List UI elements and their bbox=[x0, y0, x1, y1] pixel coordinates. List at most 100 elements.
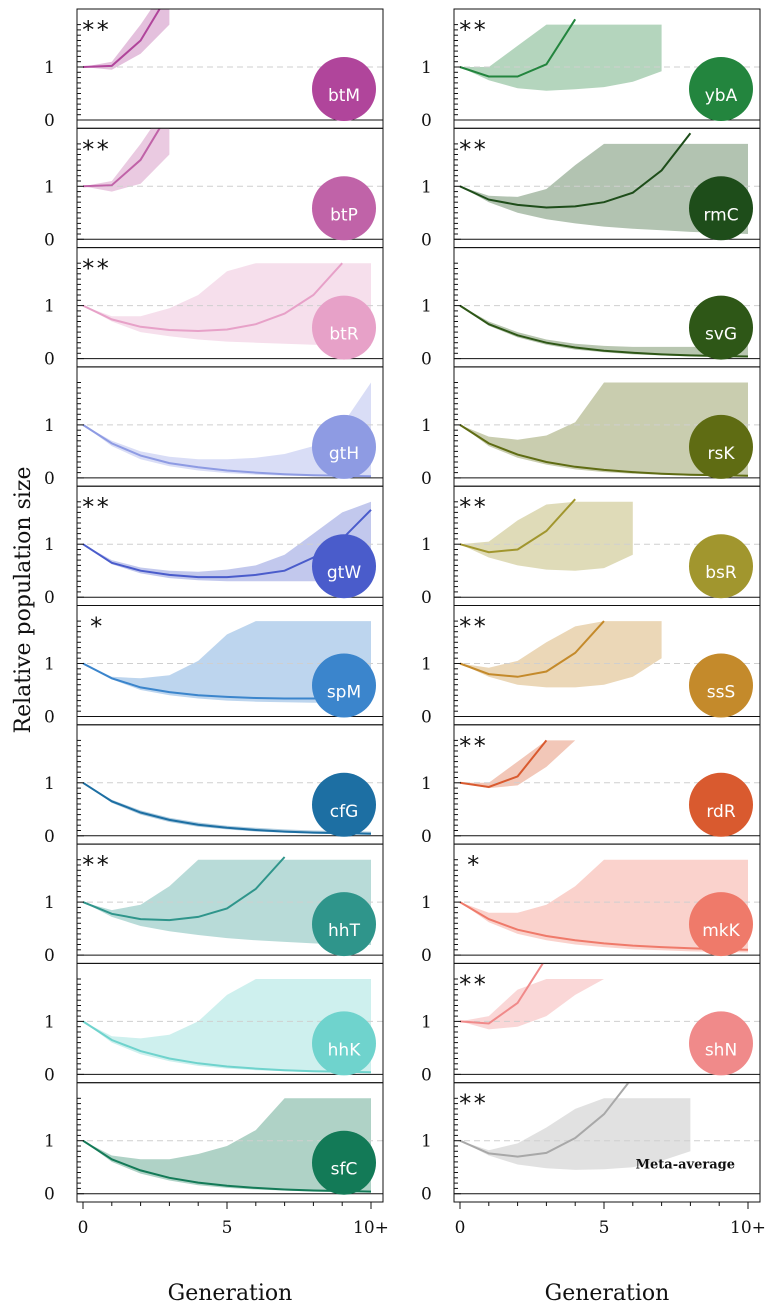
y-tick-label: 0 bbox=[421, 827, 432, 847]
significance-stars: ** bbox=[458, 16, 487, 44]
species-code: gtW bbox=[327, 563, 361, 583]
species-icon bbox=[312, 534, 376, 599]
mean-line bbox=[459, 901, 749, 951]
species-icon bbox=[312, 1011, 376, 1076]
significance-stars: ** bbox=[458, 1090, 487, 1118]
significance-stars: ** bbox=[458, 970, 487, 998]
y-tick-label: 0 bbox=[421, 1185, 432, 1205]
y-tick-label: 1 bbox=[44, 774, 55, 794]
y-tick-label: 1 bbox=[44, 1012, 55, 1032]
panel-btr: 0 1 ** btR bbox=[44, 247, 384, 370]
species-badge: btM bbox=[312, 57, 376, 121]
mean-line bbox=[459, 304, 749, 358]
species-code: hhT bbox=[328, 921, 361, 941]
species-code: btM bbox=[328, 86, 360, 106]
significance-stars: * bbox=[89, 613, 103, 641]
species-icon bbox=[312, 57, 376, 121]
species-badge: svG bbox=[689, 295, 753, 360]
y-tick-label: 1 bbox=[44, 1132, 55, 1152]
species-code: rsK bbox=[708, 444, 736, 464]
significance-stars: ** bbox=[81, 493, 110, 521]
panel-gth: 0 1 gtH bbox=[44, 366, 384, 489]
significance-stars: ** bbox=[81, 851, 110, 879]
significance-stars: ** bbox=[458, 493, 487, 521]
significance-stars: ** bbox=[458, 613, 487, 641]
panel-yba: 0 1 ** ybA bbox=[421, 8, 761, 131]
mean-line bbox=[82, 424, 372, 478]
species-icon bbox=[312, 653, 376, 718]
y-tick-label: 0 bbox=[421, 588, 432, 608]
x-tick-label: 0 bbox=[78, 1218, 89, 1238]
species-badge: ssS bbox=[689, 653, 753, 718]
y-tick-label: 1 bbox=[421, 177, 432, 197]
mean-line bbox=[459, 620, 605, 678]
significance-stars: ** bbox=[81, 16, 110, 44]
confidence-band bbox=[83, 979, 371, 1074]
confidence-band bbox=[83, 501, 371, 582]
confidence-band bbox=[460, 24, 662, 91]
y-tick-label: 1 bbox=[44, 893, 55, 913]
panel-frame bbox=[76, 1082, 384, 1203]
species-badge: btP bbox=[312, 176, 376, 241]
y-tick-label: 1 bbox=[421, 297, 432, 317]
species-icon bbox=[689, 176, 753, 241]
mean-line bbox=[459, 739, 548, 789]
y-tick-label: 0 bbox=[44, 230, 55, 250]
species-code: cfG bbox=[330, 802, 359, 822]
panel-bsr: 0 1 ** bsR bbox=[421, 485, 761, 608]
panel-hhk: 0 1 hhK bbox=[44, 962, 384, 1085]
y-tick-label: 1 bbox=[421, 893, 432, 913]
species-badge: ybA bbox=[689, 57, 753, 121]
species-code: rdR bbox=[706, 802, 735, 822]
species-icon bbox=[312, 414, 376, 479]
mean-line bbox=[459, 132, 692, 209]
confidence-band bbox=[83, 9, 170, 70]
confidence-band bbox=[460, 979, 604, 1030]
panel-hht: 0 1 ** hhT bbox=[44, 843, 384, 966]
species-badge: btR bbox=[312, 295, 376, 360]
x-tick-label: 10+ bbox=[730, 1218, 766, 1238]
confidence-band bbox=[460, 859, 748, 953]
panel-cfg: 0 1 cfG bbox=[44, 724, 384, 847]
panel-btm: 0 1 ** btM bbox=[44, 8, 384, 131]
y-tick-label: 0 bbox=[44, 111, 55, 131]
y-tick-label: 1 bbox=[44, 655, 55, 675]
y-tick-label: 0 bbox=[44, 1065, 55, 1085]
x-tick-label: 10+ bbox=[353, 1218, 389, 1238]
species-code: spM bbox=[327, 683, 361, 703]
significance-stars: ** bbox=[81, 255, 110, 283]
mean-line bbox=[82, 1020, 372, 1074]
species-code: bsR bbox=[705, 563, 737, 583]
mean-line bbox=[459, 963, 545, 1025]
mean-line bbox=[82, 262, 343, 333]
species-icon bbox=[689, 295, 753, 360]
y-tick-label: 0 bbox=[421, 1065, 432, 1085]
y-tick-label: 0 bbox=[421, 469, 432, 489]
species-badge: gtH bbox=[312, 414, 376, 479]
y-tick-label: 0 bbox=[421, 230, 432, 250]
species-icon bbox=[689, 534, 753, 599]
y-tick-label: 1 bbox=[421, 535, 432, 555]
mean-line bbox=[459, 498, 576, 554]
species-icon bbox=[312, 772, 376, 837]
mean-line bbox=[82, 781, 372, 835]
panel-meta-average: 0 1 ** Meta-average 0 5 10+ bbox=[421, 1082, 766, 1238]
panel-rsk: 0 1 rsK bbox=[421, 366, 761, 489]
species-icon bbox=[689, 892, 753, 957]
species-code: hhK bbox=[328, 1040, 362, 1060]
mean-line bbox=[82, 856, 286, 922]
species-icon bbox=[312, 892, 376, 957]
y-tick-label: 0 bbox=[44, 350, 55, 370]
confidence-band bbox=[83, 128, 170, 192]
panel-svg: 0 1 svG bbox=[421, 247, 761, 370]
species-code: shN bbox=[705, 1040, 737, 1060]
species-code: rmC bbox=[703, 205, 738, 225]
x-axis-title-left: Generation bbox=[168, 1281, 293, 1306]
species-badge: shN bbox=[689, 1011, 753, 1076]
species-badge: rsK bbox=[689, 414, 753, 479]
y-tick-label: 0 bbox=[44, 469, 55, 489]
species-badge: spM bbox=[312, 653, 376, 718]
species-badge: sfC bbox=[312, 1130, 376, 1195]
y-tick-label: 1 bbox=[44, 416, 55, 436]
